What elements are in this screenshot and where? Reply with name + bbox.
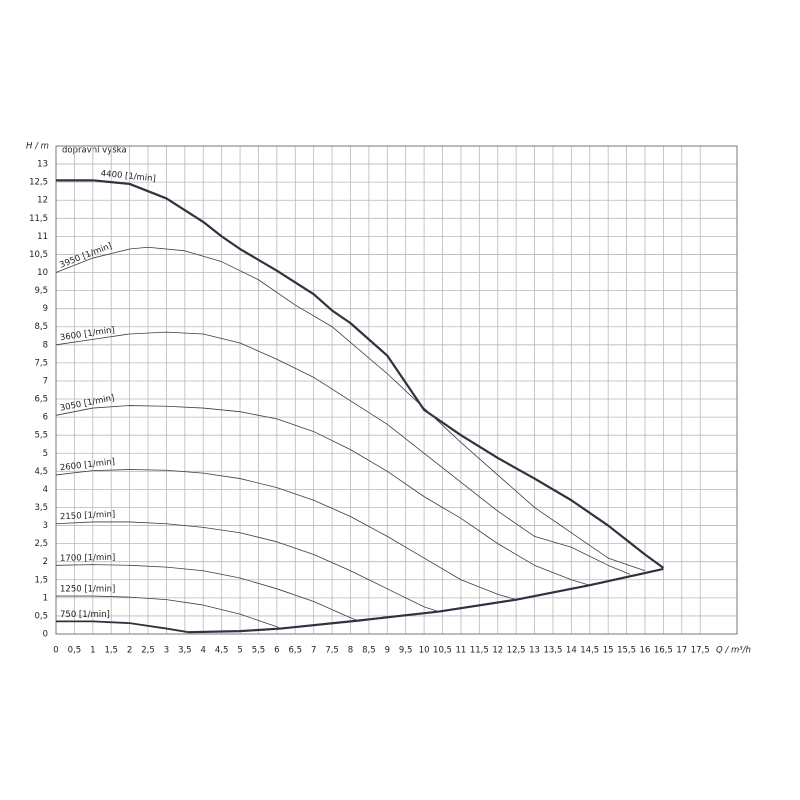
- x-tick-label: 8: [348, 646, 353, 656]
- y-tick-label: 3,5: [34, 503, 48, 513]
- x-tick-label: 3: [164, 646, 169, 656]
- y-tick-label: 6: [43, 413, 48, 423]
- y-tick-label: 12: [37, 196, 48, 206]
- curve: [55, 521, 439, 612]
- y-tick-label: 2,5: [34, 539, 48, 549]
- x-tick-label: 9: [385, 646, 390, 656]
- y-tick-label: 11,5: [29, 214, 48, 224]
- y-tick-label: 8,5: [34, 322, 48, 332]
- x-tick-label: 15,5: [617, 646, 636, 656]
- x-tick-label: 10,5: [433, 646, 452, 656]
- x-tick-label: 2: [127, 646, 132, 656]
- x-tick-label: 0: [53, 646, 58, 656]
- x-tick-label: 9,5: [399, 646, 413, 656]
- y-tick-label: 2: [43, 557, 48, 567]
- x-tick-label: 7,5: [325, 646, 339, 656]
- x-tick-label: 16,5: [654, 646, 673, 656]
- y-tick-label: 7: [43, 376, 48, 386]
- x-tick-label: 16: [640, 646, 651, 656]
- x-tick-label: 6,5: [289, 646, 303, 656]
- curve: [55, 469, 517, 601]
- curve: [55, 331, 631, 575]
- x-tick-label: 3,5: [178, 646, 192, 656]
- x-tick-label: 8,5: [362, 646, 376, 656]
- y-tick-label: 5: [43, 449, 48, 459]
- y-tick-label: 1,5: [34, 575, 48, 585]
- x-tick-label: 4,5: [215, 646, 229, 656]
- x-tick-label: 12,5: [507, 646, 526, 656]
- y-tick-label: 8: [43, 340, 48, 350]
- y-tick-label: 9,5: [34, 286, 48, 296]
- x-tick-label: 17: [676, 646, 687, 656]
- x-tick-label: 13,5: [543, 646, 562, 656]
- x-tick-label: 5: [237, 646, 242, 656]
- x-tick-label: 14,5: [580, 646, 599, 656]
- curve-label: 1250 [1/min]: [60, 585, 115, 595]
- y-tick-label: 10,5: [29, 250, 48, 260]
- x-tick-label: 1,5: [104, 646, 118, 656]
- curve-label: 750 [1/min]: [60, 610, 110, 620]
- curve: [56, 620, 189, 634]
- curve: [55, 564, 358, 621]
- x-tick-label: 17,5: [691, 646, 710, 656]
- x-tick-label: 1: [90, 646, 95, 656]
- plot-frame: [55, 145, 738, 635]
- y-axis-title: dopravní výška: [62, 145, 127, 156]
- curve: [55, 246, 646, 572]
- curve: [56, 595, 281, 629]
- x-tick-label: 2,5: [141, 646, 155, 656]
- y-tick-label: 11: [37, 232, 48, 242]
- y-tick-label: 3: [43, 521, 48, 531]
- curve-label: 2150 [1/min]: [60, 510, 116, 523]
- x-tick-label: 4: [201, 646, 206, 656]
- y-tick-label: 4: [43, 485, 48, 495]
- curve: [188, 567, 664, 634]
- y-tick-label: 12,5: [29, 178, 48, 188]
- curve-label: 1700 [1/min]: [60, 553, 115, 564]
- y-tick-label: 0: [43, 630, 48, 640]
- y-tick-label: 5,5: [34, 431, 48, 441]
- y-axis-label: H / m: [26, 142, 49, 152]
- x-tick-label: 15: [603, 646, 614, 656]
- y-tick-label: 1: [43, 593, 48, 603]
- y-tick-label: 7,5: [34, 358, 48, 368]
- x-axis-label: Q / m³/h: [716, 646, 751, 656]
- x-tick-label: 10: [419, 646, 430, 656]
- y-tick-label: 10: [37, 268, 48, 278]
- y-tick-label: 13: [37, 160, 48, 170]
- y-tick-label: 9: [43, 304, 48, 314]
- x-tick-label: 5,5: [252, 646, 266, 656]
- x-tick-label: 13: [529, 646, 540, 656]
- x-tick-label: 6: [274, 646, 279, 656]
- y-tick-label: 0,5: [34, 611, 48, 621]
- curve: [55, 405, 590, 586]
- x-tick-label: 12: [492, 646, 503, 656]
- y-tick-label: 4,5: [34, 467, 48, 477]
- x-tick-label: 14: [566, 646, 577, 656]
- x-tick-label: 0,5: [68, 646, 82, 656]
- curve: [56, 179, 665, 569]
- x-tick-label: 11,5: [470, 646, 489, 656]
- y-tick-label: 6,5: [34, 395, 48, 405]
- x-tick-label: 11: [456, 646, 467, 656]
- x-tick-label: 7: [311, 646, 316, 656]
